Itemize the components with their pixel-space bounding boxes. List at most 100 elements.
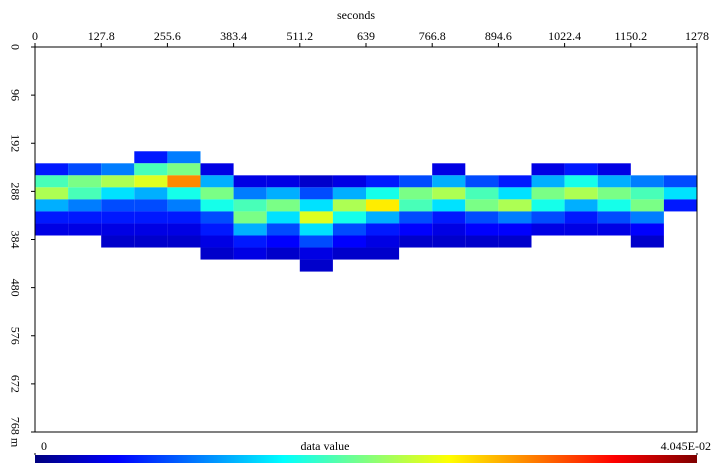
x-tick-label: 639 [357, 29, 375, 43]
y-tick-label: 480 [8, 279, 22, 297]
heat-cell [399, 235, 432, 247]
heat-cell [68, 163, 101, 175]
heat-cell [366, 211, 399, 223]
heat-cell [598, 211, 631, 223]
y-tick-label: 384 [8, 231, 22, 249]
heat-cell [300, 223, 333, 235]
heat-cell [101, 211, 134, 223]
heat-cell [167, 163, 200, 175]
heat-cell [465, 235, 498, 247]
heat-cell [399, 223, 432, 235]
heat-cell [631, 175, 664, 187]
heat-cell [465, 175, 498, 187]
heat-cell [532, 175, 565, 187]
heat-cell [432, 199, 465, 211]
heat-cell [201, 235, 234, 247]
heat-cell [565, 187, 598, 199]
heat-cell [465, 223, 498, 235]
heat-cell [101, 199, 134, 211]
heat-cell [300, 248, 333, 260]
heat-cell [134, 211, 167, 223]
heat-cell [664, 199, 697, 211]
heat-cell [532, 187, 565, 199]
heat-cell [134, 199, 167, 211]
heat-cell [300, 187, 333, 199]
heat-cell [432, 163, 465, 175]
heat-cell [598, 199, 631, 211]
heat-cell [267, 211, 300, 223]
y-tick-label: 96 [8, 89, 22, 101]
heat-cell [201, 187, 234, 199]
heat-cell [101, 235, 134, 247]
heat-cell [498, 235, 531, 247]
heat-cell [631, 211, 664, 223]
heat-cell [134, 163, 167, 175]
heat-cell [35, 163, 68, 175]
heat-cell [167, 151, 200, 163]
colorbar [35, 455, 697, 463]
heat-cell [35, 211, 68, 223]
heat-cell [333, 211, 366, 223]
heat-cell [565, 175, 598, 187]
heat-cell [366, 187, 399, 199]
heat-cell [267, 175, 300, 187]
x-tick-label: 255.6 [154, 29, 181, 43]
heat-cell [201, 199, 234, 211]
heat-cell [101, 187, 134, 199]
heat-cell [366, 175, 399, 187]
y-tick-label: 192 [8, 134, 22, 152]
heat-cell [267, 187, 300, 199]
heat-cell [498, 199, 531, 211]
heat-cell [167, 235, 200, 247]
heat-cell [565, 199, 598, 211]
heat-cell [432, 223, 465, 235]
heat-cell [366, 199, 399, 211]
heat-cell [300, 211, 333, 223]
heat-cell [333, 223, 366, 235]
heat-cell [167, 211, 200, 223]
heat-cell [234, 187, 267, 199]
heat-cell [101, 175, 134, 187]
x-tick-label: 894.6 [485, 29, 512, 43]
heat-cell [598, 223, 631, 235]
heat-cell [631, 235, 664, 247]
heat-cell [234, 211, 267, 223]
y-tick-label: 288 [8, 182, 22, 200]
heat-cell [134, 151, 167, 163]
heat-cell [465, 187, 498, 199]
heat-cell [267, 199, 300, 211]
heat-cell [399, 211, 432, 223]
heat-cell [300, 199, 333, 211]
heat-cell [167, 175, 200, 187]
heat-cell [498, 223, 531, 235]
heat-cell [598, 163, 631, 175]
y-tick-label: 0 [8, 44, 22, 50]
heat-cell [201, 163, 234, 175]
heat-cell [35, 187, 68, 199]
x-tick-label: 1022.4 [548, 29, 581, 43]
heat-cell [498, 187, 531, 199]
heat-cell [68, 211, 101, 223]
heat-cell [134, 187, 167, 199]
x-tick-label: 1150.2 [615, 29, 648, 43]
heat-cell [234, 175, 267, 187]
heat-cell [167, 187, 200, 199]
heat-cell [333, 187, 366, 199]
x-axis-label: seconds [337, 8, 375, 22]
heat-cell [68, 223, 101, 235]
heat-cell [234, 223, 267, 235]
heat-cell [134, 235, 167, 247]
heat-cell [432, 235, 465, 247]
heat-cell [267, 248, 300, 260]
heat-cell [333, 248, 366, 260]
heat-cell [333, 235, 366, 247]
heat-cell [532, 211, 565, 223]
heat-cell [267, 235, 300, 247]
heat-cell [532, 163, 565, 175]
heat-cell [399, 187, 432, 199]
heat-cell [399, 199, 432, 211]
heat-cell [134, 175, 167, 187]
y-tick-label: 768 m [8, 417, 22, 448]
heat-cell [598, 187, 631, 199]
heat-cell [565, 211, 598, 223]
